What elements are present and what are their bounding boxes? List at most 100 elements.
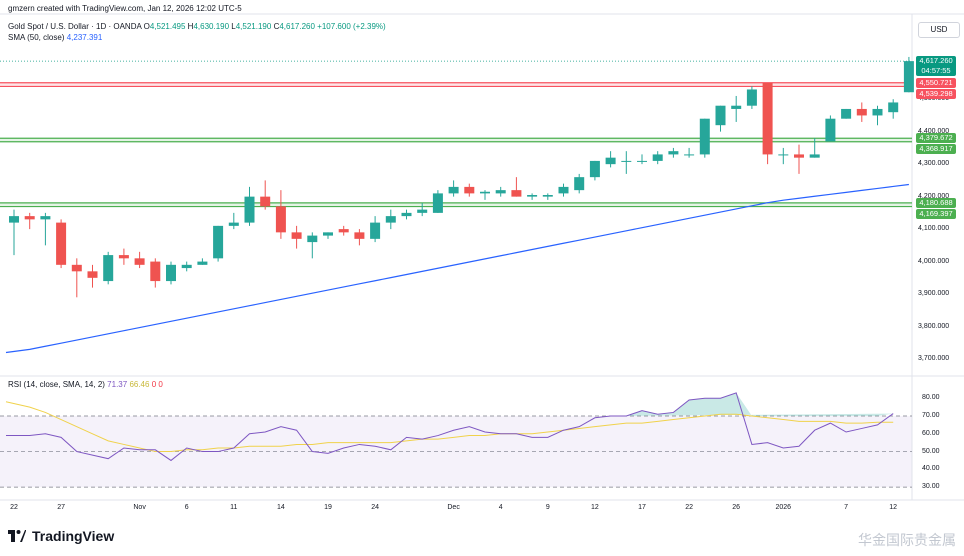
- candle-body: [291, 232, 302, 239]
- candle-body: [652, 154, 663, 161]
- ohlc-open: 4,521.495: [149, 22, 186, 31]
- rsi-line: [6, 392, 894, 462]
- candle-31: [495, 186, 506, 197]
- sma-layer: [5, 183, 909, 354]
- candle-body: [228, 222, 239, 226]
- candle-body: [841, 108, 852, 119]
- time-tick-label: 12: [889, 504, 898, 511]
- candle-body: [87, 271, 98, 278]
- time-tick-label: 24: [371, 504, 379, 511]
- rsi-sma-value: 66.46: [129, 380, 150, 389]
- resistance-zone: [0, 82, 912, 87]
- candle-body: [888, 102, 899, 113]
- tradingview-logo[interactable]: TradingView: [8, 528, 114, 544]
- candle-52: [825, 115, 836, 142]
- candle-body: [621, 160, 632, 162]
- sma-label: SMA (50, close): [8, 33, 65, 42]
- candle-body: [856, 108, 867, 116]
- sma-legend[interactable]: SMA (50, close) 4,237.391: [8, 33, 102, 43]
- candle-53: [841, 108, 852, 119]
- price-label-countdown: 04:57:55: [921, 66, 951, 76]
- candle-body: [150, 261, 161, 282]
- price-label: 4,180.688: [916, 197, 956, 208]
- candle-body: [605, 157, 616, 165]
- candle-body: [56, 222, 67, 265]
- ohlc-close: 4,617.260: [279, 22, 315, 31]
- candle-body: [9, 216, 19, 223]
- candle-body: [511, 190, 522, 197]
- ohlc-high-label: H: [187, 22, 194, 31]
- time-tick-label: Dec: [447, 504, 460, 511]
- candle-body: [574, 177, 585, 191]
- rsi-tick-label: 40.00: [922, 465, 940, 473]
- ohlc-low-label: L: [231, 22, 236, 31]
- candle-body: [668, 151, 679, 155]
- candle-body: [448, 186, 459, 194]
- candle-body: [385, 216, 396, 223]
- candle-body: [338, 229, 349, 233]
- candle-body: [542, 195, 553, 197]
- candle-body: [589, 160, 600, 178]
- candle-body: [166, 264, 176, 282]
- candles-layer: [9, 56, 914, 298]
- time-tick-label: 17: [638, 504, 646, 511]
- price-label: 4,368.917: [916, 144, 956, 155]
- candle-body: [197, 261, 208, 265]
- price-label-value: 4,550.721: [919, 77, 953, 87]
- creator-line: gmzern created with TradingView.com, Jan…: [8, 4, 242, 13]
- time-tick-label: 9: [545, 504, 550, 511]
- candle-47: [746, 86, 757, 109]
- candle-37: [589, 160, 600, 181]
- candle-23: [370, 216, 381, 243]
- candle-30: [480, 190, 490, 200]
- support-zone-upper: [0, 138, 912, 142]
- time-tick-label: 4: [498, 504, 503, 511]
- candle-body: [527, 195, 538, 197]
- candle-body: [637, 160, 647, 162]
- candle-24: [385, 209, 396, 230]
- candle-body: [260, 196, 271, 207]
- candle-11: [181, 261, 192, 272]
- rsi-legend[interactable]: RSI (14, close, SMA, 14, 2) 71.37 66.46 …: [8, 380, 163, 390]
- price-tick-label: 4,300.000: [918, 160, 950, 168]
- candle-body: [24, 216, 35, 220]
- support-zone-lower: [0, 202, 912, 207]
- candle-22: [354, 229, 365, 246]
- rsi-sma-line: [5, 401, 894, 453]
- price-label: 4,379.672: [916, 133, 956, 144]
- candle-10: [166, 261, 176, 285]
- watermark: 华金国际贵金属: [858, 532, 956, 548]
- candle-body: [401, 212, 412, 217]
- candle-16: [260, 180, 271, 210]
- candle-body: [354, 232, 365, 239]
- price-label: 4,169.397: [916, 208, 956, 219]
- candle-28: [448, 180, 459, 197]
- candle-15: [244, 186, 255, 226]
- candle-body: [40, 216, 51, 220]
- rsi-value: 71.37: [107, 380, 128, 389]
- candle-body: [480, 191, 490, 194]
- candle-51: [809, 138, 820, 158]
- ohlc-high: 4,630.190: [193, 22, 230, 31]
- candle-body: [684, 154, 695, 156]
- candle-36: [574, 173, 585, 194]
- candle-body: [715, 105, 726, 126]
- candle-26: [417, 203, 428, 217]
- time-tick-label: 14: [276, 504, 285, 511]
- currency-button[interactable]: USD: [918, 22, 960, 38]
- time-tick-label: 12: [590, 504, 599, 511]
- candle-0: [9, 209, 19, 256]
- candle-body: [825, 118, 836, 142]
- symbol-title: Gold Spot / U.S. Dollar · 1D · OANDA: [8, 22, 142, 31]
- rsi-layer: [0, 392, 912, 488]
- candle-4: [71, 258, 82, 298]
- grid-layer: [0, 13, 964, 501]
- candle-27: [432, 190, 443, 213]
- candle-9: [150, 258, 161, 288]
- price-tick-label: 3,700.000: [918, 355, 950, 362]
- candle-17: [275, 190, 286, 239]
- candle-body: [731, 105, 742, 109]
- candle-body: [118, 255, 129, 259]
